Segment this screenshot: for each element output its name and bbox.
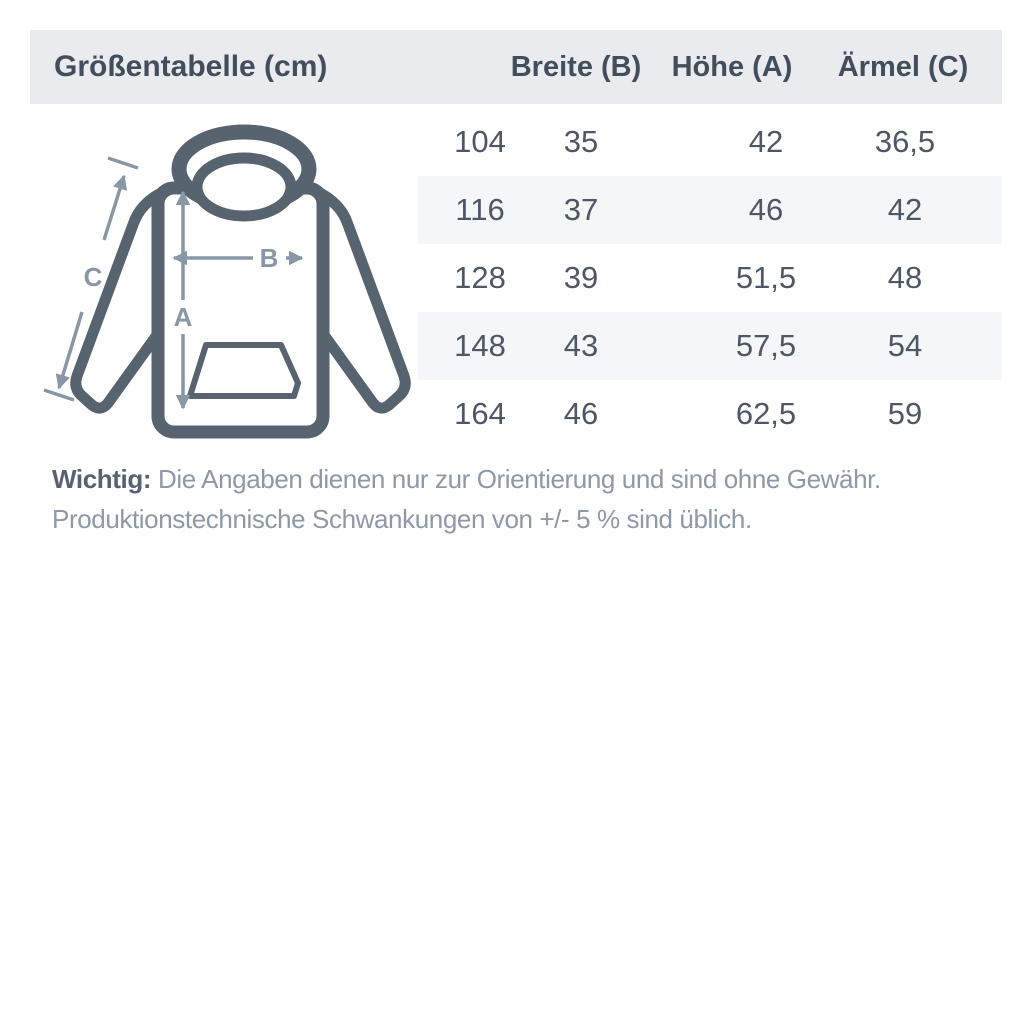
table-row: 104 35 42 36,5 [418,108,1002,176]
label-a: A [174,302,193,332]
aermel-value: 42 [887,192,923,227]
size-value: 128 [454,260,506,295]
label-c: C [84,262,103,292]
page-title: Größentabelle (cm) [54,50,328,83]
size-value: 116 [455,192,505,227]
disclaimer-prefix: Wichtig: [52,464,152,494]
tick-c-bottom [43,388,75,402]
hoehe-value: 62,5 [735,396,797,431]
column-header-hoehe: Höhe (A) [671,51,793,83]
breite-value: 39 [563,260,599,295]
tick-c-top [107,156,139,170]
aermel-value: 48 [887,260,923,295]
hoehe-value: 42 [748,124,784,159]
aermel-value: 36,5 [874,124,936,159]
hoodie-measurement-diagram: A B C [43,124,411,439]
left-sleeve [70,182,181,414]
table-header-band: Größentabelle (cm) Breite (B) Höhe (A) Ä… [30,30,1002,104]
aermel-value: 59 [887,396,923,431]
disclaimer-line-2: Produktionstechnische Schwankungen von +… [52,499,992,539]
table-row: 116 37 46 42 [418,176,1002,244]
disclaimer-text-2: Produktionstechnische Schwankungen von +… [52,504,752,534]
column-header-aermel: Ärmel (C) [837,51,969,83]
right-sleeve [300,182,411,414]
disclaimer-line-1: Wichtig: Die Angaben dienen nur zur Orie… [52,459,992,499]
disclaimer-note: Wichtig: Die Angaben dienen nur zur Orie… [52,459,992,539]
arrow-c-top [102,174,128,241]
table-row: 128 39 51,5 48 [418,244,1002,312]
table-row: 164 46 62,5 59 [418,380,1002,448]
breite-value: 46 [563,396,599,431]
disclaimer-text-1: Die Angaben dienen nur zur Orientierung … [157,464,881,494]
breite-value: 35 [563,124,599,159]
breite-value: 37 [563,192,599,227]
pocket [187,342,301,399]
hood-inner [191,152,297,222]
hoehe-value: 51,5 [735,260,797,295]
table-row: 148 43 57,5 54 [418,312,1002,380]
size-value: 104 [454,124,506,159]
breite-value: 43 [563,328,599,363]
size-value: 148 [454,328,506,363]
hoehe-value: 46 [748,192,784,227]
label-b: B [260,243,279,273]
column-header-breite: Breite (B) [510,51,642,83]
size-value: 164 [454,396,506,431]
aermel-value: 54 [887,328,923,363]
arrow-c-bottom [55,311,84,390]
hoehe-value: 57,5 [735,328,797,363]
